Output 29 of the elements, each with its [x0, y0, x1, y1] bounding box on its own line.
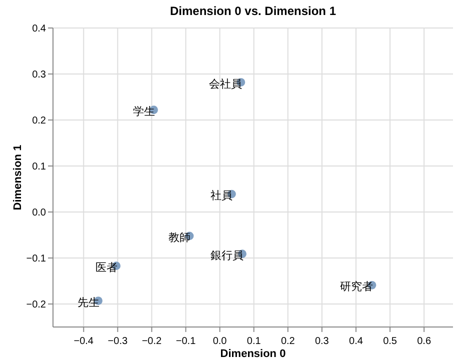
- chart-title: Dimension 0 vs. Dimension 1: [170, 4, 336, 18]
- y-axis-title: Dimension 1: [12, 144, 24, 210]
- y-tick-label: −0.2: [26, 300, 46, 310]
- x-tick-label: −0.2: [142, 336, 162, 347]
- x-tick-label: 0.2: [280, 336, 296, 347]
- annotation: 研究者: [340, 280, 373, 294]
- annotation: 教師: [168, 232, 191, 244]
- x-tick-label: 0.4: [349, 336, 364, 347]
- x-tick-label: −0.1: [176, 336, 196, 347]
- x-tick-label: −0.4: [74, 336, 94, 347]
- x-tick-label: 0.3: [314, 336, 330, 347]
- y-tick-label: 0.2: [32, 116, 46, 126]
- x-axis-title: Dimension 0: [220, 348, 286, 360]
- x-tick-label: 0.1: [246, 336, 262, 347]
- y-tick-label: 0.1: [32, 162, 46, 172]
- x-tick-label: −0.3: [108, 336, 128, 347]
- x-tick-label: 0.0: [212, 336, 228, 347]
- y-tick-label: 0.4: [32, 24, 46, 34]
- y-tick-label: 0.3: [32, 70, 46, 80]
- annotation: 銀行員: [210, 250, 244, 262]
- y-tick-label: −0.1: [26, 254, 46, 264]
- x-tick-label: 0.5: [383, 336, 398, 347]
- annotation: 先生: [77, 296, 100, 309]
- y-tick-label: 0.0: [32, 208, 46, 218]
- annotation: 社員: [210, 189, 233, 202]
- annotation: 医者: [95, 260, 118, 274]
- x-tick-label: 0.6: [417, 336, 432, 347]
- annotation: 会社員: [208, 77, 242, 90]
- annotation: 学生: [132, 104, 155, 118]
